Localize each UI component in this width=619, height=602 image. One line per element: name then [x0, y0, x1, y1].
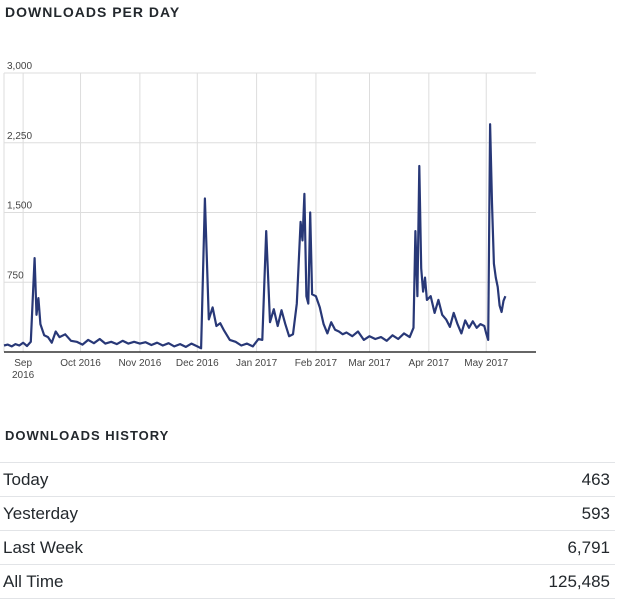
x-tick-label: Oct 2016 — [60, 358, 101, 369]
history-label: Last Week — [0, 530, 341, 565]
y-tick-label: 3,000 — [7, 61, 32, 72]
history-row-last-week: Last Week 6,791 — [0, 530, 615, 565]
downloads-history-title: DOWNLOADS HISTORY — [5, 428, 170, 443]
chart-grid — [4, 72, 536, 352]
y-tick-label: 2,250 — [7, 131, 32, 142]
x-tick-label: Sep — [14, 358, 32, 369]
history-row-yesterday: Yesterday 593 — [0, 496, 615, 531]
downloads-series-line — [3, 123, 507, 350]
x-tick-label: Feb 2017 — [295, 358, 338, 369]
downloads-history-table: Today 463 Yesterday 593 Last Week 6,791 … — [0, 462, 615, 599]
y-tick-label: 750 — [7, 270, 24, 281]
x-tick-label: May 2017 — [464, 358, 508, 369]
chart-axes — [3, 73, 536, 353]
history-value: 6,791 — [340, 530, 615, 565]
chart-series — [3, 123, 507, 350]
history-label: Yesterday — [0, 496, 341, 531]
x-tick-label: 2016 — [12, 370, 35, 381]
history-value: 463 — [340, 462, 615, 497]
x-tick-label: Nov 2016 — [118, 358, 161, 369]
history-label: Today — [0, 462, 341, 497]
x-tick-label: Jan 2017 — [236, 358, 278, 369]
history-value: 125,485 — [340, 564, 615, 599]
history-row-all-time: All Time 125,485 — [0, 564, 615, 599]
history-value: 593 — [340, 496, 615, 531]
history-row-today: Today 463 — [0, 462, 615, 497]
x-tick-label: Mar 2017 — [348, 358, 391, 369]
downloads-per-day-title: DOWNLOADS PER DAY — [5, 4, 181, 20]
x-tick-label: Apr 2017 — [409, 358, 450, 369]
history-label: All Time — [0, 564, 341, 599]
y-tick-label: 1,500 — [7, 201, 32, 212]
x-tick-label: Dec 2016 — [176, 358, 219, 369]
